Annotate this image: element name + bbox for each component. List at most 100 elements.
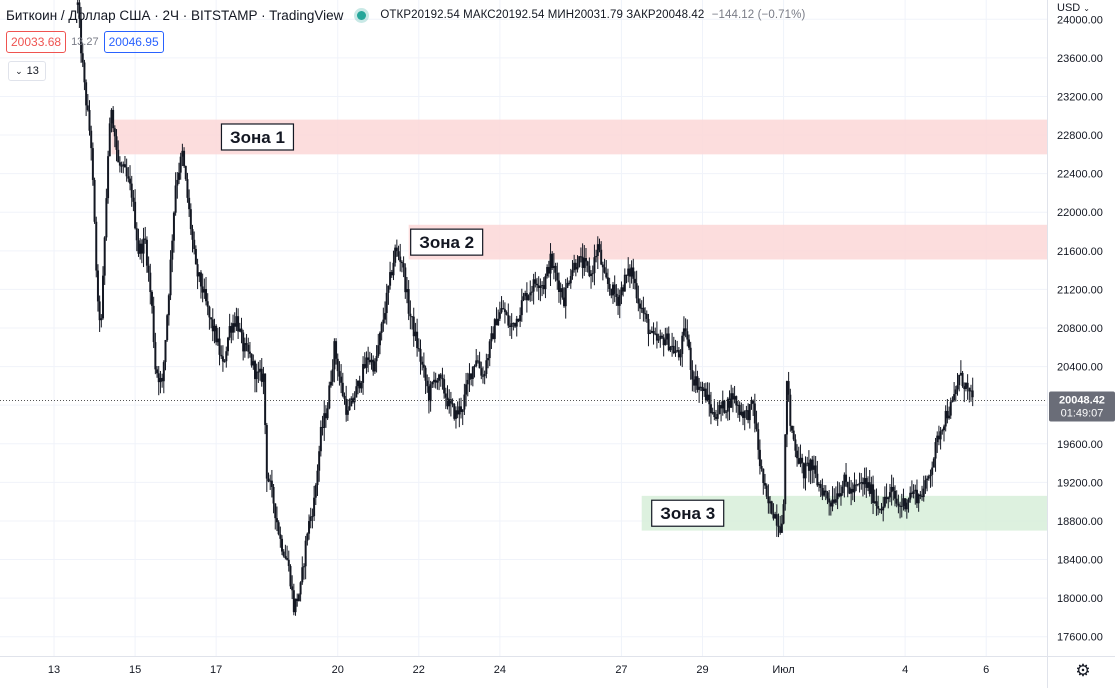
candle-body	[389, 272, 392, 286]
candle-body	[880, 508, 883, 511]
candle-body	[936, 435, 939, 443]
candle-body	[563, 297, 566, 307]
candle-body	[412, 316, 415, 337]
indicator-toggle[interactable]: ⌄ 13	[8, 61, 46, 81]
candle-body	[762, 468, 765, 484]
candle-body	[115, 136, 118, 150]
candle-body	[782, 504, 785, 524]
candle-body	[715, 417, 718, 419]
candle-body	[105, 198, 108, 238]
candle-body	[405, 289, 408, 293]
candle-body	[841, 486, 844, 494]
candle-body	[774, 514, 777, 519]
candle-body	[130, 183, 133, 198]
candle-body	[885, 496, 888, 500]
candle-body	[481, 375, 484, 377]
candle-body	[654, 333, 657, 335]
sell-price-button[interactable]: 20033.68	[6, 31, 67, 53]
candle-body	[704, 388, 707, 401]
candle-body	[230, 326, 233, 333]
x-tick-label: 15	[129, 664, 141, 676]
candle-body	[525, 293, 528, 301]
currency-selector[interactable]: USD ⌄	[1057, 2, 1090, 14]
candle-body	[726, 398, 729, 412]
candle-body	[478, 361, 481, 369]
candle-body	[660, 335, 663, 338]
candle-body	[649, 332, 652, 335]
candle-body	[546, 267, 549, 277]
candle-body	[951, 401, 954, 403]
candle-body	[193, 239, 196, 249]
candle-body	[606, 277, 609, 284]
candle-body	[448, 399, 451, 407]
candle-body	[378, 332, 381, 346]
grid-layer	[0, 0, 1047, 656]
candle-body	[166, 315, 169, 341]
candle-body	[919, 494, 922, 497]
candle-body	[510, 323, 513, 327]
candle-body	[860, 482, 863, 484]
ohlc-text: ОТКР20192.54 МАКС20192.54 МИН20031.79 ЗА…	[380, 9, 705, 21]
buy-price-button[interactable]: 20046.95	[103, 31, 164, 53]
candle-body	[883, 496, 886, 507]
candle-body	[838, 493, 841, 497]
candle-body	[331, 369, 334, 382]
candle-body	[948, 415, 951, 419]
candle-body	[110, 109, 113, 124]
candle-body	[247, 344, 250, 352]
symbol-title[interactable]: Биткоин / Доллар США · 2Ч · BITSTAMP · T…	[6, 7, 344, 23]
candle-body	[134, 201, 137, 229]
candle-body	[248, 351, 251, 354]
candle-body	[431, 382, 434, 385]
candle-body	[127, 176, 130, 179]
candle-body	[924, 480, 927, 489]
y-tick-label: 20400.00	[1057, 362, 1103, 374]
candle-body	[785, 381, 788, 435]
candle-body	[870, 484, 873, 494]
candle-body	[615, 293, 618, 297]
candle-body	[537, 285, 540, 288]
candle-body	[608, 283, 611, 289]
candle-body	[863, 478, 866, 485]
candle-body	[296, 598, 299, 602]
candle-body	[201, 286, 204, 293]
y-tick-label: 21600.00	[1057, 246, 1103, 258]
candle-body	[453, 404, 456, 419]
candle-body	[915, 489, 918, 504]
candle-body	[471, 366, 474, 379]
candle-body	[791, 425, 794, 431]
zone-label: Зона 1	[230, 128, 285, 147]
candle-body	[439, 374, 442, 379]
candle-body	[515, 318, 518, 327]
currency-label: USD	[1057, 2, 1081, 14]
candle-body	[723, 400, 726, 413]
candle-body	[390, 272, 393, 276]
candle-body	[318, 451, 321, 471]
candle-body	[183, 150, 186, 166]
candle-body	[890, 486, 893, 493]
candle-body	[216, 338, 219, 343]
candle-body	[409, 313, 412, 317]
candle-body	[85, 82, 88, 106]
candle-body	[677, 350, 680, 358]
candle-body	[162, 362, 165, 382]
candle-body	[232, 323, 235, 333]
trade-buttons: 20033.68 13.27 20046.95	[6, 31, 164, 53]
candle-body	[633, 278, 636, 284]
candle-body	[220, 354, 223, 357]
candle-body	[828, 498, 831, 503]
x-tick-label: 24	[494, 664, 506, 676]
candle-body	[460, 406, 463, 412]
candle-body	[664, 339, 667, 346]
candle-body	[205, 289, 208, 302]
gear-icon[interactable]: ⚙	[1075, 661, 1091, 680]
candle-body	[603, 267, 606, 273]
candle-body	[399, 256, 402, 262]
candle-body	[476, 360, 479, 362]
candle-body	[581, 256, 584, 268]
candle-body	[568, 282, 571, 284]
candle-body	[536, 283, 539, 286]
candle-body	[333, 341, 336, 370]
